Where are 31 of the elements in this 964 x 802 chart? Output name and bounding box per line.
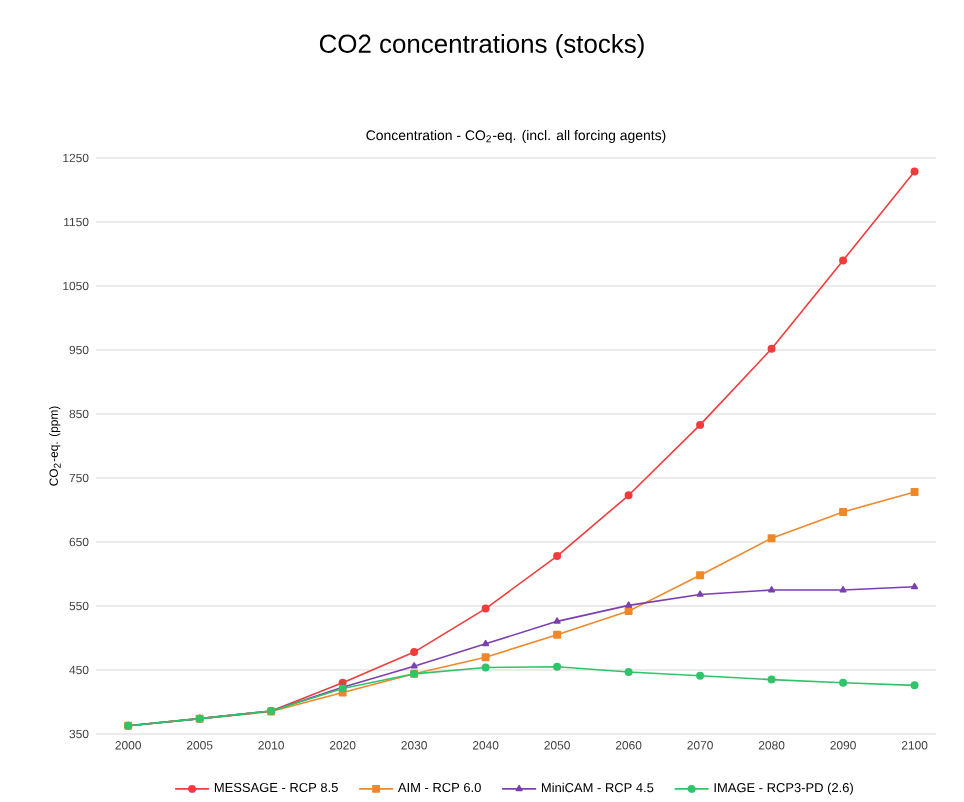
point <box>481 663 490 672</box>
point <box>696 571 705 580</box>
point <box>767 675 776 684</box>
point <box>768 586 776 593</box>
point <box>767 344 776 353</box>
point <box>910 167 919 176</box>
point <box>624 491 633 500</box>
point <box>410 648 419 657</box>
point <box>481 653 490 662</box>
point <box>410 662 418 669</box>
point <box>839 256 848 265</box>
point <box>696 671 705 680</box>
point <box>553 630 562 639</box>
point <box>624 607 633 616</box>
point <box>553 552 562 561</box>
point <box>696 590 704 597</box>
point <box>696 420 705 429</box>
point <box>839 678 848 687</box>
point <box>481 604 490 613</box>
point <box>553 662 562 671</box>
point <box>910 488 919 497</box>
point <box>839 507 848 516</box>
point <box>553 617 561 624</box>
point <box>910 681 919 690</box>
chart-title: CO2 concentrations (stocks) <box>319 33 644 59</box>
point <box>839 586 847 593</box>
point <box>624 667 633 676</box>
point <box>482 639 490 647</box>
point <box>625 601 633 608</box>
point <box>767 534 776 543</box>
point <box>911 582 919 590</box>
